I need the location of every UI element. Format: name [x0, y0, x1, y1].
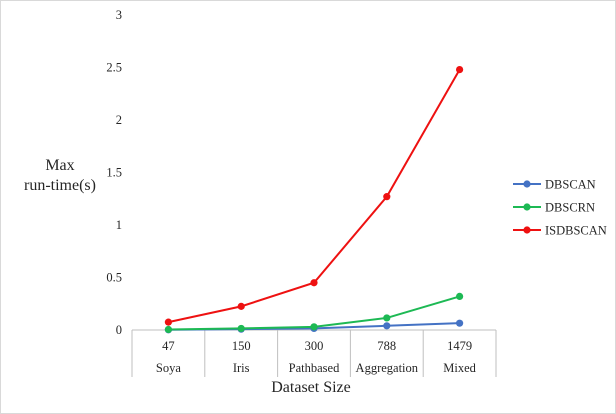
- x-tick-label: 47: [162, 339, 175, 353]
- legend-marker-dbscrn: [523, 203, 531, 211]
- data-point-isdbscan: [383, 193, 391, 201]
- y-axis-label-line-2: run-time(s): [24, 177, 96, 194]
- legend: DBSCAN DBSCRN ISDBSCAN: [513, 178, 607, 238]
- data-point-dbscan: [383, 322, 391, 330]
- x-group-label: Iris: [233, 361, 250, 375]
- data-point-dbscrn: [164, 325, 172, 334]
- x-tick-label: 1479: [447, 339, 472, 353]
- x-group-label: Aggregation: [356, 361, 419, 375]
- data-point-isdbscan: [164, 318, 172, 326]
- x-group-label: Pathbased: [289, 361, 340, 375]
- y-tick-label: 1.5: [106, 166, 122, 180]
- data-point-dbscrn: [456, 292, 464, 300]
- data-point-dbscrn: [237, 324, 245, 333]
- x-tick-label: 150: [232, 339, 251, 353]
- y-axis-label-line-1: Max: [45, 157, 74, 174]
- legend-marker-dbscan: [523, 180, 531, 188]
- x-group-label: Mixed: [443, 361, 476, 375]
- data-point-dbscrn: [310, 323, 318, 331]
- data-point-isdbscan: [456, 66, 464, 74]
- data-point-dbscan: [456, 319, 464, 327]
- y-tick-label: 2.5: [106, 61, 122, 75]
- y-tick-label: 0: [116, 323, 122, 337]
- legend-marker-isdbscan: [523, 226, 531, 234]
- y-axis-ticks: 0 0.5 1 1.5 2 2.5 3: [106, 8, 122, 337]
- x-group-label: Soya: [156, 361, 181, 375]
- x-tick-label: 788: [377, 339, 396, 353]
- data-point-isdbscan: [310, 279, 318, 287]
- legend-label-dbscan: DBSCAN: [545, 178, 596, 192]
- x-axis-label: Dataset Size: [271, 379, 351, 396]
- data-point-isdbscan: [237, 302, 245, 310]
- legend-label-dbscrn: DBSCRN: [545, 201, 595, 215]
- legend-label-isdbscan: ISDBSCAN: [545, 224, 607, 238]
- x-axis: 47 150 300 788 1479 Soya Iris Pathbased Aggregat…: [131, 329, 497, 377]
- y-tick-label: 1: [116, 218, 122, 232]
- y-axis-label: Max run-time(s): [24, 157, 96, 194]
- data-point-dbscrn: [383, 314, 391, 322]
- y-tick-label: 3: [116, 8, 122, 22]
- y-tick-label: 2: [116, 113, 122, 127]
- y-tick-label: 0.5: [106, 271, 122, 285]
- x-tick-label: 300: [305, 339, 324, 353]
- series-lines: [164, 66, 464, 334]
